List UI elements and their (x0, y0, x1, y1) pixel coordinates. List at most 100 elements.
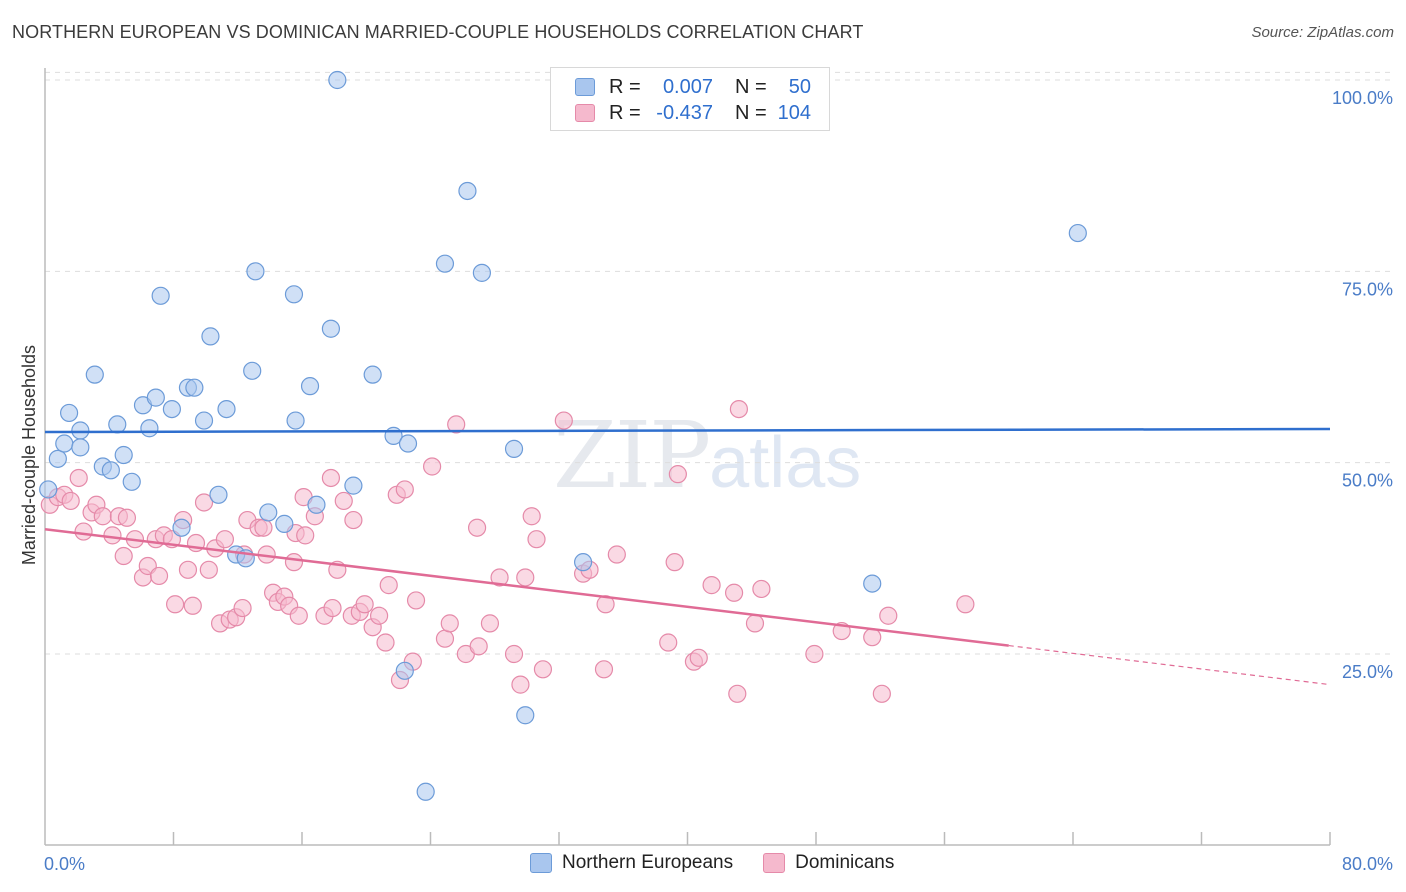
n-label: N = (735, 101, 767, 124)
x-tick-label-min: 0.0% (44, 854, 85, 874)
legend-swatch-pink (575, 104, 595, 122)
dominican-point (724, 583, 744, 602)
dominican-point (215, 530, 234, 549)
northern-european-point (59, 403, 79, 423)
dominican-point (74, 522, 93, 541)
dominican-point (665, 553, 684, 572)
source-label: Source: ZipAtlas.com (1251, 24, 1394, 41)
northern-europeans-trend-line (44, 427, 1331, 434)
dominican-point (872, 684, 891, 703)
dominican-point (480, 614, 500, 633)
northern-european-point (573, 553, 593, 572)
dominican-point (516, 568, 535, 587)
r-value: 0.007 (662, 75, 713, 98)
dominican-point (69, 468, 88, 488)
dominican-point (233, 598, 252, 618)
dominican-point (254, 518, 273, 537)
dominican-point (752, 579, 771, 599)
northern-european-point (863, 574, 882, 593)
dominican-point (423, 457, 442, 476)
northern-european-point (243, 361, 262, 380)
dominican-point (435, 629, 455, 648)
northern-european-point (300, 377, 320, 396)
dominicans-trend-extension (1008, 644, 1331, 686)
northern-european-point (194, 411, 214, 430)
r-label: R = (609, 101, 641, 124)
dominican-point (334, 491, 353, 511)
dominican-point (511, 675, 530, 694)
watermark-zip: ZIP (553, 402, 711, 509)
northern-european-point (201, 327, 220, 346)
series-legend: Northern Europeans Dominicans (530, 852, 924, 874)
dominican-point (504, 644, 524, 664)
dominican-point (370, 606, 389, 625)
r-value: -0.437 (656, 101, 713, 124)
dominican-point (702, 576, 721, 595)
dominican-point (284, 553, 304, 572)
dominican-point (745, 614, 765, 633)
dominican-point (61, 491, 80, 511)
dominican-point (323, 598, 342, 618)
legend-item-dominicans[interactable]: Dominicans (763, 852, 894, 874)
dominican-point (805, 644, 824, 664)
dominican-point (395, 480, 414, 499)
chart-title: NORTHERN EUROPEAN VS DOMINICAN MARRIED-C… (12, 22, 864, 42)
northern-european-point (217, 399, 236, 419)
northern-european-point (286, 411, 305, 430)
dominican-point (406, 591, 426, 610)
northern-european-point (122, 472, 141, 491)
dominican-point (149, 566, 169, 586)
northern-european-point (321, 319, 341, 338)
northern-european-point (259, 503, 278, 522)
r-label: R = (609, 75, 641, 98)
dominican-point (117, 508, 137, 527)
northern-european-point (162, 399, 181, 419)
n-label: N = (735, 75, 767, 98)
y-tick-label: 100.0% (1332, 88, 1393, 108)
dominican-point (668, 465, 687, 484)
northern-european-point (172, 518, 191, 537)
dominican-point (114, 546, 133, 566)
y-axis-title: Married-couple Households (19, 345, 39, 565)
northern-european-point (363, 365, 382, 384)
northern-european-point (71, 438, 90, 457)
northern-european-point (395, 661, 414, 680)
dominican-point (607, 545, 626, 564)
legend-label: Northern Europeans (562, 852, 734, 873)
dominican-point (103, 526, 122, 545)
northern-european-point (275, 514, 294, 533)
dominican-point (447, 415, 466, 434)
dominican-point (729, 399, 749, 419)
northern-european-point (114, 445, 133, 465)
dominican-point (659, 633, 678, 652)
axes (44, 68, 1331, 846)
northern-european-point (146, 388, 165, 407)
dominican-point (183, 596, 202, 615)
legend-swatch-blue (575, 78, 595, 96)
northern-european-point (516, 706, 535, 725)
dominican-point (490, 568, 509, 587)
northern-european-point (398, 434, 418, 453)
legend-swatch-pink (763, 853, 786, 873)
dominican-point (689, 648, 708, 667)
y-tick-label: 75.0% (1342, 279, 1393, 299)
northern-european-point (209, 485, 228, 504)
northern-european-point (344, 476, 363, 495)
dominican-point (533, 660, 553, 679)
dominican-point (376, 633, 395, 652)
dominican-point (879, 606, 898, 625)
northern-european-point (458, 181, 477, 201)
dominican-point (379, 576, 398, 595)
northern-european-point (55, 434, 74, 453)
trend-lines (44, 427, 1331, 686)
dominican-point (527, 530, 546, 549)
northern-european-point (435, 254, 455, 273)
legend-item-northern-europeans[interactable]: Northern Europeans (530, 852, 733, 874)
dominican-point (166, 595, 185, 614)
northern-european-point (108, 415, 127, 434)
dominican-point (522, 507, 541, 526)
dominican-point (194, 493, 214, 512)
dominican-point (178, 560, 198, 579)
dominican-point (728, 684, 747, 703)
northern-european-point (246, 262, 265, 281)
